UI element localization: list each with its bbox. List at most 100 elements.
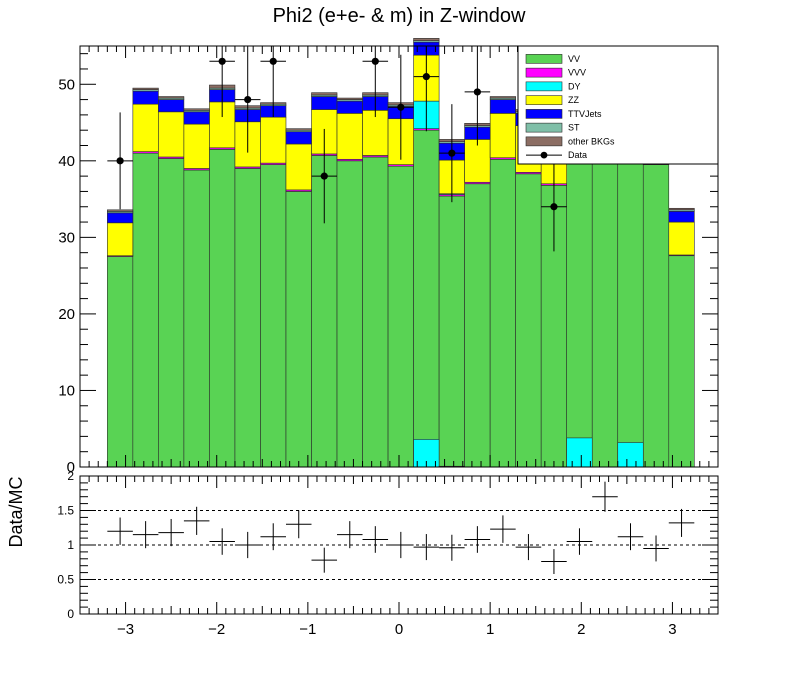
- ratio-panel: 0 0.5 1 1.5 2 −3 −2 −1 0 1 2 3 Data/MC: [6, 469, 719, 638]
- bar-vv-bin-0: [107, 256, 134, 468]
- data-point-14: [473, 88, 481, 96]
- bar-vv-bin-20: [617, 160, 644, 468]
- legend-swatch: [525, 81, 563, 92]
- bar-other-bkgs-bin-3: [183, 108, 210, 111]
- ratio-y-tick-label: 2: [67, 469, 74, 483]
- legend-swatch: [525, 67, 563, 78]
- ratio-y-tick-label: 0.5: [57, 573, 74, 587]
- data-point-6: [269, 57, 277, 65]
- upper-y-tick-label: 10: [58, 382, 75, 399]
- bar-dy-overlay-bin-20: [617, 442, 644, 468]
- data-point-0: [116, 157, 124, 165]
- bar-ttvjets-bin-8: [311, 96, 338, 110]
- x-tick-label: 1: [486, 621, 494, 638]
- data-point-4: [218, 57, 226, 65]
- bar-ttvjets-bin-22: [668, 211, 695, 223]
- legend-label: ST: [568, 123, 580, 133]
- bar-vv-bin-10: [362, 156, 389, 468]
- bar-vv-bin-11: [387, 165, 414, 468]
- data-point-17: [550, 203, 558, 211]
- bar-zz-bin-15: [489, 113, 516, 159]
- chart-title: Phi2 (e+e- & m) in Z-window: [273, 5, 526, 27]
- upper-y-tick-label: 0: [67, 459, 75, 476]
- bar-dy-overlay-bin-18: [566, 437, 593, 468]
- bar-ttvjets-bin-2: [158, 99, 185, 113]
- legend-box: [517, 45, 719, 165]
- bar-zz-bin-1: [132, 103, 159, 152]
- bar-vv-bin-2: [158, 158, 185, 468]
- bar-zz-bin-14: [464, 139, 491, 183]
- upper-y-tick-label: 40: [58, 153, 75, 170]
- bar-ttvjets-bin-9: [336, 100, 363, 114]
- legend-swatch: [525, 54, 563, 64]
- ratio-x-ticks: −3 −2 −1 0 1 2 3: [79, 476, 719, 638]
- bar-vv-bin-5: [234, 168, 261, 468]
- legend-swatch: [525, 95, 563, 105]
- ratio-y-tick-label: 1.5: [57, 504, 74, 518]
- data-points: [107, 46, 567, 252]
- upper-y-tick-label: 20: [58, 306, 75, 323]
- upper-y-tick-label: 50: [58, 76, 75, 93]
- ratio-y-axis-label: Data/MC: [6, 476, 26, 547]
- legend-swatch: [525, 109, 563, 119]
- bar-zz-bin-9: [336, 113, 363, 160]
- bar-ttvjets-bin-0: [107, 212, 134, 224]
- legend-label: other BKGs: [568, 136, 615, 146]
- bar-zz-bin-7: [285, 143, 312, 191]
- upper-y-ticks: 0 10 20 30 40 50: [58, 53, 718, 476]
- ratio-y-tick-label: 0: [67, 607, 74, 621]
- bar-zz-bin-3: [183, 123, 210, 169]
- bar-vv-bin-9: [336, 160, 363, 468]
- x-tick-label: −2: [208, 621, 225, 638]
- bar-other-bkgs-bin-15: [489, 96, 516, 99]
- bar-vv-bin-1: [132, 152, 159, 468]
- bar-vv-bin-18: [566, 160, 593, 468]
- ratio-y-ticks: 0 0.5 1 1.5 2: [57, 469, 718, 621]
- bar-ttvjets-bin-7: [285, 131, 312, 145]
- data-point-10: [371, 57, 379, 65]
- bar-vv-bin-22: [668, 255, 695, 468]
- bar-zz-bin-10: [362, 110, 389, 156]
- bar-vv-bin-19: [591, 160, 619, 468]
- bar-zz-bin-6: [260, 116, 287, 164]
- legend-swatch: [525, 136, 563, 147]
- bar-other-bkgs-bin-12: [413, 38, 440, 41]
- x-tick-label: 3: [668, 621, 676, 638]
- bar-ttvjets-bin-15: [489, 99, 516, 114]
- x-tick-label: 0: [395, 621, 403, 638]
- legend-label: TTVJets: [568, 109, 602, 119]
- data-point-11: [397, 103, 405, 111]
- legend-label: DY: [568, 81, 581, 91]
- bar-vv-bin-4: [209, 149, 236, 468]
- bar-vv-bin-13: [438, 195, 465, 468]
- bar-vv-bin-6: [260, 164, 287, 468]
- bar-vv-bin-14: [464, 183, 491, 468]
- ratio-points: [107, 481, 695, 575]
- legend-label: VV: [568, 54, 580, 64]
- bar-other-bkgs-bin-2: [158, 96, 185, 99]
- bar-zz-bin-22: [668, 221, 695, 256]
- bar-vv-bin-15: [489, 158, 516, 468]
- data-point-12: [422, 73, 430, 81]
- ratio-y-tick-label: 1: [67, 538, 74, 552]
- data-point-5: [244, 95, 252, 104]
- bar-other-bkgs-bin-7: [285, 128, 312, 131]
- data-point-8: [320, 172, 328, 180]
- bar-vv-bin-16: [515, 173, 542, 468]
- bar-other-bkgs-bin-0: [107, 209, 134, 212]
- bar-other-bkgs-bin-9: [336, 97, 363, 100]
- bar-vv-bin-21: [642, 164, 670, 468]
- bar-other-bkgs-bin-1: [132, 87, 159, 90]
- legend-label: VVV: [568, 68, 586, 78]
- bar-zz-bin-2: [158, 111, 185, 158]
- bar-other-bkgs-bin-22: [668, 207, 695, 211]
- legend-data-marker: [540, 151, 548, 159]
- bar-vv-bin-12: [413, 129, 440, 468]
- bar-zz-bin-0: [107, 222, 134, 257]
- bar-other-bkgs-bin-8: [311, 92, 338, 96]
- data-point-13: [448, 149, 456, 157]
- bar-vv-bin-7: [285, 191, 312, 468]
- x-tick-label: 2: [577, 621, 585, 638]
